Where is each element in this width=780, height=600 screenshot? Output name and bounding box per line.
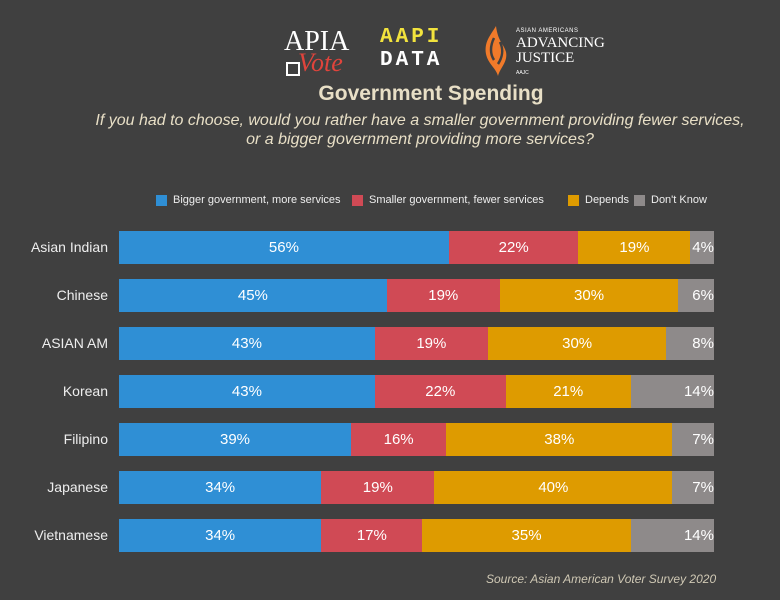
logo-strip: APIA Vote AAPI DATA ASIAN AMERICANS ADVA…	[0, 22, 780, 78]
category-label: Korean	[62, 383, 108, 399]
bar-segment: 8%	[666, 327, 714, 360]
source-note: Source: Asian American Voter Survey 2020	[486, 572, 717, 586]
legend-swatch-1	[352, 194, 363, 206]
bar-row: 34% 19% 40% 7%	[119, 471, 714, 504]
bar-segment: 34%	[119, 471, 322, 504]
bar-segment: 39%	[119, 423, 352, 456]
aajc-logo: ASIAN AMERICANS ADVANCING JUSTICE AAJC	[480, 24, 610, 78]
legend-item-1: Smaller government, fewer services	[352, 194, 544, 206]
category-label: Asian Indian	[30, 239, 108, 255]
bar-row: 43% 19% 30% 8%	[119, 327, 714, 360]
bar-segment: 19%	[578, 231, 691, 264]
flame-icon	[485, 26, 507, 76]
bar-segment: 19%	[386, 279, 500, 312]
bar-segment: 38%	[446, 423, 673, 456]
bar-segment: 30%	[487, 327, 667, 360]
bar-segment: 17%	[321, 519, 423, 552]
bar-row: 39% 16% 38% 7%	[119, 423, 714, 456]
bar-segment: 30%	[499, 279, 679, 312]
chart-subtitle: If you had to choose, would you rather h…	[60, 111, 780, 149]
bar-segment: 35%	[422, 519, 631, 552]
ajc-logo-text-2: ADVANCING	[516, 35, 605, 51]
bar-row: 56% 22% 19% 4%	[119, 231, 714, 264]
apia-vote-logo: APIA Vote	[284, 26, 364, 77]
ballot-check-icon	[286, 62, 300, 76]
bar-segment: 22%	[374, 375, 506, 408]
aapi-logo-text: AAPI	[380, 26, 443, 49]
bar-row: 45% 19% 30% 6%	[119, 279, 714, 312]
bar-segment: 16%	[351, 423, 447, 456]
bar-segment: 4%	[690, 231, 714, 264]
legend-item-2: Depends	[568, 194, 629, 206]
aapi-data-logo: AAPI DATA	[380, 26, 460, 74]
vote-logo-text: Vote	[298, 48, 343, 77]
legend-label-3: Don't Know	[651, 194, 707, 206]
legend-swatch-2	[568, 194, 579, 206]
category-label: Vietnamese	[34, 527, 108, 543]
bar-segment: 19%	[374, 327, 488, 360]
legend-item-3: Don't Know	[634, 194, 707, 206]
subtitle-line-2: or a bigger government providing more se…	[246, 131, 594, 148]
legend-item-0: Bigger government, more services	[156, 194, 341, 206]
ajc-logo-text-1: ASIAN AMERICANS	[516, 28, 579, 34]
bar-segment: 14%	[630, 519, 714, 552]
bar-segment: 6%	[678, 279, 714, 312]
category-label: ASIAN AM	[41, 335, 108, 351]
legend-label-0: Bigger government, more services	[173, 194, 341, 206]
bar-segment: 22%	[448, 231, 579, 264]
category-label: Japanese	[47, 479, 108, 495]
bar-segment: 34%	[119, 519, 322, 552]
subtitle-line-1: If you had to choose, would you rather h…	[95, 112, 745, 129]
legend-label-2: Depends	[585, 194, 630, 206]
apia-logo-text: APIA	[284, 26, 350, 57]
data-logo-text: DATA	[380, 49, 443, 72]
bar-segment: 40%	[434, 471, 673, 504]
category-label: Chinese	[56, 287, 108, 303]
bar-row: 43% 22% 21% 14%	[119, 375, 714, 408]
bar-segment: 43%	[119, 375, 375, 408]
bar-row: 34% 17% 35% 14%	[119, 519, 714, 552]
chart-title: Government Spending	[318, 82, 544, 105]
bar-segment: 45%	[119, 279, 387, 312]
legend-swatch-0	[156, 194, 167, 206]
category-label: Filipino	[63, 431, 108, 447]
ajc-logo-text-4: AAJC	[516, 70, 529, 76]
bar-segment: 19%	[321, 471, 435, 504]
bar-segment: 7%	[672, 423, 714, 456]
bar-segment: 14%	[630, 375, 714, 408]
bar-segment: 56%	[119, 231, 449, 264]
bar-segment: 21%	[505, 375, 631, 408]
bar-segment: 7%	[672, 471, 714, 504]
legend-swatch-3	[634, 194, 645, 206]
bar-segment: 43%	[119, 327, 375, 360]
legend-label-1: Smaller government, fewer services	[369, 194, 544, 206]
ajc-logo-text-3: JUSTICE	[516, 50, 575, 66]
